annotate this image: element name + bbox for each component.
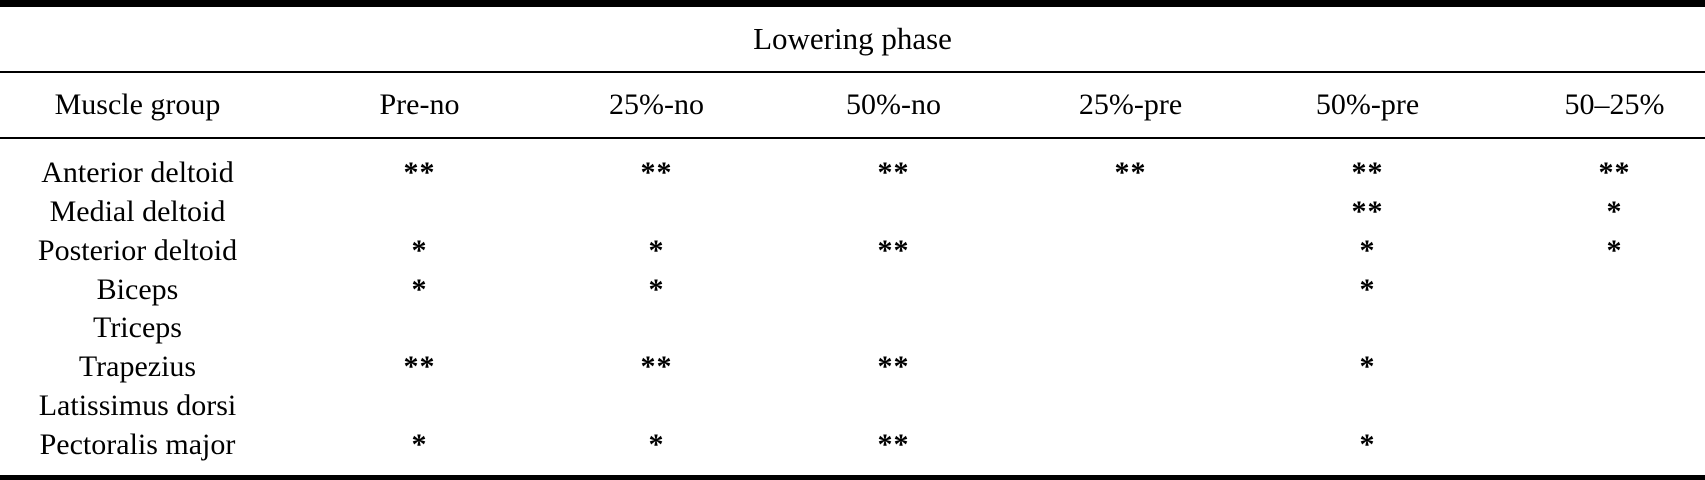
muscle-group-label: Pectoralis major <box>39 428 236 462</box>
significance-cell: * <box>411 272 428 306</box>
significance-cell: ** <box>1351 155 1384 189</box>
significance-cell: ** <box>877 350 910 384</box>
muscle-group-label: Anterior deltoid <box>41 155 234 189</box>
significance-cell <box>538 309 775 348</box>
significance-cell: ** <box>877 428 910 462</box>
significance-cell <box>1486 270 1705 309</box>
significance-cell: * <box>1359 428 1376 462</box>
table-row: Latissimus dorsi <box>0 387 1705 426</box>
table-row: Biceps * * * <box>0 270 1705 309</box>
significance-cell <box>1486 348 1705 387</box>
significance-cell <box>1012 309 1249 348</box>
muscle-group-label: Posterior deltoid <box>37 233 238 267</box>
significance-cell <box>1486 309 1705 348</box>
significance-cell <box>775 387 1012 426</box>
muscle-group-label: Biceps <box>96 272 179 306</box>
significance-cell <box>775 270 1012 309</box>
table-title-row: Lowering phase <box>0 3 1705 73</box>
significance-cell <box>1249 387 1486 426</box>
significance-cell: * <box>1606 233 1623 267</box>
significance-cell: * <box>648 233 665 267</box>
column-header-muscle-group: Muscle group <box>0 72 301 139</box>
significance-cell: ** <box>877 233 910 267</box>
table-row: Trapezius ** ** ** * <box>0 348 1705 387</box>
column-header-25-no: 25%-no <box>538 72 775 139</box>
column-header-50-pre: 50%-pre <box>1249 72 1486 139</box>
significance-cell <box>301 387 538 426</box>
significance-cell <box>1486 387 1705 426</box>
significance-cell: * <box>1359 233 1376 267</box>
table-body: Anterior deltoid ** ** ** ** ** ** Medial delto… <box>0 138 1705 478</box>
significance-cell <box>1012 231 1249 270</box>
significance-cell: * <box>648 272 665 306</box>
table-row: Pectoralis major * * ** * <box>0 426 1705 478</box>
significance-cell: ** <box>640 155 673 189</box>
significance-cell: * <box>411 428 428 462</box>
table-row: Posterior deltoid * * ** * * <box>0 231 1705 270</box>
column-header-50-25: 50–25% <box>1486 72 1705 139</box>
significance-cell: * <box>1359 272 1376 306</box>
significance-cell <box>538 387 775 426</box>
significance-cell: * <box>648 428 665 462</box>
table-row: Triceps <box>0 309 1705 348</box>
muscle-group-label: Triceps <box>93 311 182 345</box>
significance-cell: ** <box>1114 155 1147 189</box>
significance-cell <box>1012 426 1249 478</box>
significance-cell <box>1012 192 1249 231</box>
muscle-group-label: Trapezius <box>78 350 197 384</box>
table-title: Lowering phase <box>0 3 1705 73</box>
significance-cell: * <box>1359 350 1376 384</box>
table-row: Anterior deltoid ** ** ** ** ** ** <box>0 138 1705 192</box>
significance-cell <box>1012 348 1249 387</box>
significance-cell <box>775 192 1012 231</box>
significance-cell: * <box>1606 194 1623 228</box>
significance-cell: ** <box>877 155 910 189</box>
column-header-25-pre: 25%-pre <box>1012 72 1249 139</box>
column-header-50-no: 50%-no <box>775 72 1012 139</box>
significance-cell <box>1486 426 1705 478</box>
significance-cell <box>1012 270 1249 309</box>
significance-cell: * <box>411 233 428 267</box>
muscle-group-label: Latissimus dorsi <box>38 389 237 423</box>
muscle-group-label: Medial deltoid <box>49 194 226 228</box>
significance-cell: ** <box>403 350 436 384</box>
significance-cell <box>301 309 538 348</box>
significance-cell: ** <box>1351 194 1384 228</box>
significance-cell <box>301 192 538 231</box>
column-header-pre-no: Pre-no <box>301 72 538 139</box>
significance-cell <box>538 192 775 231</box>
significance-cell: ** <box>403 155 436 189</box>
significance-cell <box>1249 309 1486 348</box>
significance-cell: ** <box>1598 155 1631 189</box>
significance-cell: ** <box>640 350 673 384</box>
table-header-row: Muscle group Pre-no 25%-no 50%-no 25%-pr… <box>0 72 1705 139</box>
significance-cell <box>775 309 1012 348</box>
significance-cell <box>1012 387 1249 426</box>
table-row: Medial deltoid ** * <box>0 192 1705 231</box>
